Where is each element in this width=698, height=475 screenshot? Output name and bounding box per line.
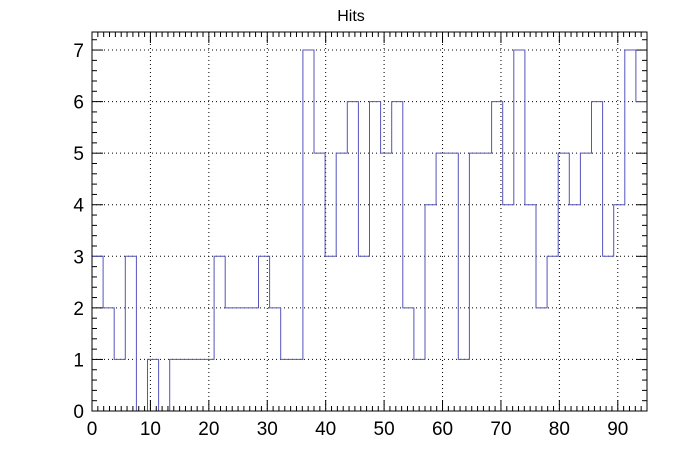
chart-title: Hits <box>337 8 365 25</box>
x-tick-label: 70 <box>490 419 511 440</box>
x-tick-label: 50 <box>374 419 395 440</box>
x-tick-label: 90 <box>607 419 628 440</box>
x-axis-labels: 0 10 20 30 40 50 60 70 80 90 <box>87 419 629 440</box>
y-tick-label: 1 <box>73 350 84 371</box>
x-tick-label: 60 <box>432 419 453 440</box>
y-axis-labels: 0 1 2 3 4 5 6 7 <box>73 41 84 423</box>
x-tick-label: 80 <box>549 419 570 440</box>
x-tick-label: 10 <box>140 419 161 440</box>
y-tick-label: 3 <box>73 247 84 268</box>
y-tick-label: 4 <box>73 196 84 217</box>
y-tick-label: 6 <box>73 93 84 114</box>
histogram-line <box>92 49 647 412</box>
x-tick-label: 20 <box>198 419 219 440</box>
y-tick-label: 0 <box>73 402 84 423</box>
x-tick-label: 0 <box>87 419 98 440</box>
x-tick-label: 40 <box>315 419 336 440</box>
plot-frame <box>91 31 648 412</box>
y-tick-label: 5 <box>73 144 84 165</box>
y-tick-label: 7 <box>73 41 84 62</box>
y-tick-label: 2 <box>73 299 84 320</box>
x-tick-label: 30 <box>257 419 278 440</box>
